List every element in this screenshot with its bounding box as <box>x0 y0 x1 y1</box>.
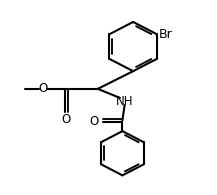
Text: Br: Br <box>159 28 173 41</box>
Text: O: O <box>90 115 99 128</box>
Text: O: O <box>38 82 47 95</box>
Text: NH: NH <box>116 95 133 108</box>
Text: O: O <box>61 113 71 126</box>
